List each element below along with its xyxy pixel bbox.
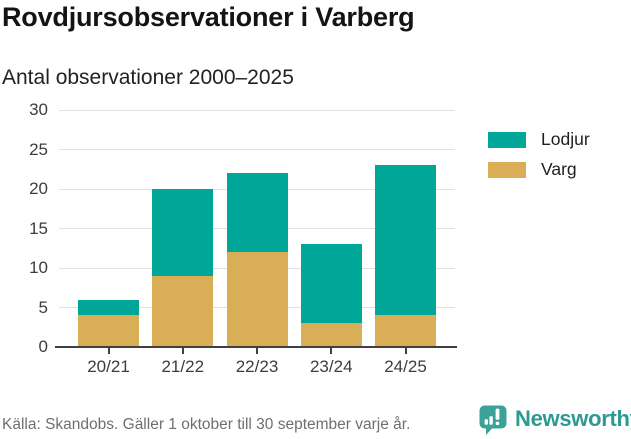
x-axis-tick-label: 22/23 xyxy=(235,357,279,376)
gridline xyxy=(59,149,455,150)
legend-swatch xyxy=(488,131,526,148)
bar-segment-varg xyxy=(300,323,362,347)
y-axis: 0 5 10 15 20 25 30 xyxy=(0,100,48,356)
bar-segment-lodjur xyxy=(78,299,139,316)
y-axis-tick-label: 0 xyxy=(38,337,48,356)
x-axis-tick-label: 24/25 xyxy=(384,357,427,376)
y-axis-tick-label: 30 xyxy=(29,100,48,119)
y-axis-tick-label: 10 xyxy=(29,258,48,277)
legend-item-varg: Varg xyxy=(488,159,590,180)
legend-label: Lodjur xyxy=(541,129,590,149)
legend-label: Varg xyxy=(541,159,577,179)
newsworthy-wordmark: Newsworthy xyxy=(515,406,631,431)
x-ticks xyxy=(59,348,455,354)
x-axis-tick-label: 21/22 xyxy=(161,357,205,376)
newsworthy-speech-bubble-chart-icon xyxy=(479,405,507,435)
plot-area xyxy=(59,109,455,347)
x-axis-tick xyxy=(107,348,110,354)
bar-segment-varg xyxy=(375,315,436,347)
y-axis-tick-label: 5 xyxy=(38,297,48,317)
x-axis-tick-label: 23/24 xyxy=(309,357,353,376)
x-axis-tick xyxy=(330,348,333,354)
legend-swatch xyxy=(488,161,526,178)
source-note: Källa: Skandobs. Gäller 1 oktober till 3… xyxy=(2,416,411,433)
y-axis-tick-label: 20 xyxy=(29,179,48,198)
bar-segment-varg xyxy=(226,252,288,347)
x-axis-tick xyxy=(181,348,184,354)
legend: Lodjur Varg xyxy=(488,129,590,189)
chart-subtitle: Antal observationer 2000–2025 xyxy=(2,66,294,89)
x-axis-labels: 20/21 21/22 22/23 23/24 24/25 xyxy=(59,357,455,379)
legend-item-lodjur: Lodjur xyxy=(488,129,590,150)
y-axis-tick-label: 25 xyxy=(29,139,48,159)
gridline xyxy=(59,109,455,111)
chart-title: Rovdjursobservationer i Varberg xyxy=(2,2,415,32)
bar-segment-varg xyxy=(152,275,214,347)
bar-segment-lodjur xyxy=(152,189,214,276)
x-axis-tick xyxy=(256,348,258,354)
bar-segment-lodjur xyxy=(375,165,436,316)
bar-segment-varg xyxy=(78,315,139,347)
newsworthy-logo: Newsworthy xyxy=(478,404,631,436)
x-axis-line xyxy=(55,346,457,348)
bar-segment-lodjur xyxy=(226,173,288,253)
y-axis-tick-label: 15 xyxy=(29,218,48,238)
x-axis-tick-label: 20/21 xyxy=(87,357,130,376)
bar-segment-lodjur xyxy=(300,244,362,324)
x-axis-tick xyxy=(404,348,407,354)
